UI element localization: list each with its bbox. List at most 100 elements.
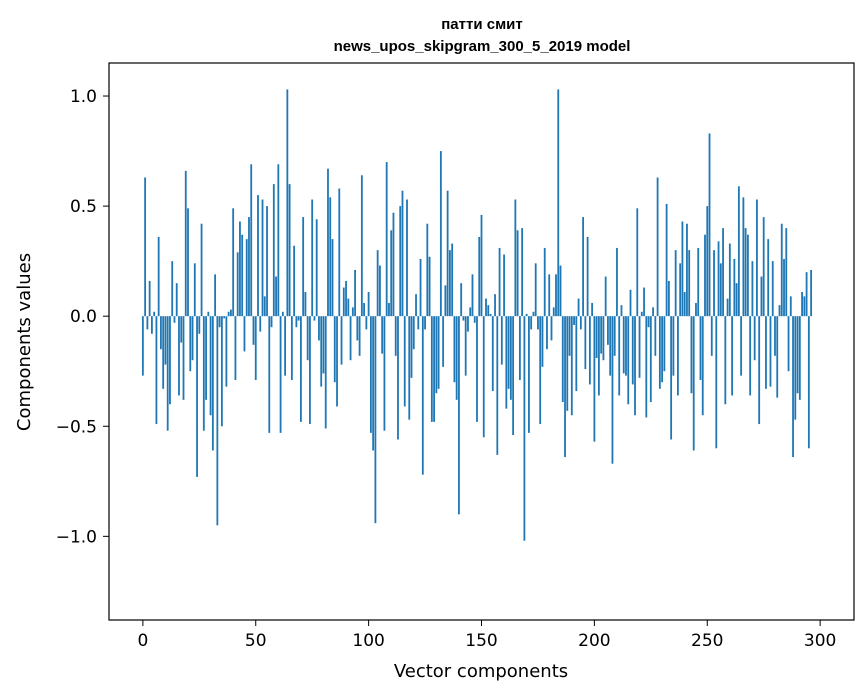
bar-280 [774,316,776,356]
bar-268 [746,234,749,317]
bar-235 [672,316,675,376]
bar-90 [345,280,347,317]
bar-273 [758,316,761,425]
bar-254 [715,316,718,449]
bar-138 [453,316,456,383]
bar-210 [616,247,618,317]
bar-179 [546,316,548,350]
bar-267 [744,228,747,317]
bar-203 [600,316,603,354]
bar-88 [340,316,343,365]
bar-75 [311,199,314,317]
bar-137 [451,243,454,317]
bar-52 [259,316,262,332]
bar-4 [150,316,153,334]
bar-290 [796,316,799,394]
bar-28 [205,316,207,400]
bar-221 [640,311,643,317]
bar-25 [198,316,201,334]
bar-159 [500,316,503,365]
bar-11 [166,316,169,431]
bar-292 [801,291,803,317]
bar-63 [284,316,286,376]
bar-281 [776,316,779,398]
bar-153 [487,305,490,317]
y-tick-label: 0.5 [70,197,97,217]
bar-257 [722,228,724,317]
bar-107 [383,316,386,431]
bar-265 [740,316,743,376]
bar-99 [365,316,368,330]
bar-42 [236,252,239,317]
bar-171 [528,316,530,433]
bar-168 [521,228,524,317]
bar-160 [503,254,505,317]
bar-102 [372,316,375,451]
bar-89 [342,287,345,317]
bar-155 [491,316,494,392]
bar-266 [742,197,745,317]
bar-58 [272,184,275,317]
bar-284 [783,258,785,317]
bar-164 [512,316,515,436]
bar-97 [360,175,363,317]
bar-169 [523,316,526,541]
bar-231 [663,316,666,372]
bar-17 [180,316,183,343]
bar-218 [634,316,636,416]
y-axis-ticks: 1.0 0.5 0.0 −0.5 −1.0 [56,87,109,547]
x-tick-label: 50 [245,631,267,651]
bar-180 [548,274,551,317]
bar-252 [710,316,713,356]
bar-211 [618,316,621,396]
bar-243 [690,316,693,394]
bar-5 [153,311,156,317]
bar-21 [189,316,192,372]
bar-112 [394,316,397,356]
bar-276 [765,316,767,389]
bar-162 [507,316,510,389]
bar-103 [374,316,377,524]
bar-26 [200,223,203,317]
bar-33 [216,316,219,526]
bar-32 [214,274,217,317]
bar-250 [706,206,709,317]
bar-124 [421,316,424,475]
bar-275 [762,217,765,317]
bar-77 [315,219,318,317]
bar-248 [701,316,704,416]
bar-238 [679,263,682,317]
bar-192 [575,316,578,392]
bar-253 [713,250,715,317]
bar-165 [514,199,517,317]
bar-148 [476,316,478,422]
bar-85 [333,316,336,383]
bar-293 [803,296,806,317]
bar-282 [778,305,781,317]
bar-174 [534,263,537,317]
bar-61 [279,316,282,433]
bar-178 [543,247,546,317]
bar-152 [485,298,487,317]
bar-53 [261,199,264,317]
bar-123 [419,258,422,317]
bar-47 [248,217,250,317]
bar-147 [473,316,476,323]
x-tick-label: 300 [804,631,836,651]
bar-246 [697,247,700,317]
bar-109 [388,302,390,317]
bar-119 [410,316,413,378]
bar-50 [254,316,257,381]
bar-232 [665,203,668,317]
bar-166 [516,230,519,317]
x-tick-label: 100 [352,631,384,651]
bar-55 [266,206,268,317]
bar-228 [656,177,659,317]
bar-188 [566,316,569,411]
bar-167 [518,316,521,381]
bar-136 [448,250,451,317]
bar-69 [297,316,300,321]
bar-101 [369,316,372,433]
bar-13 [171,261,174,317]
bar-185 [559,265,562,317]
